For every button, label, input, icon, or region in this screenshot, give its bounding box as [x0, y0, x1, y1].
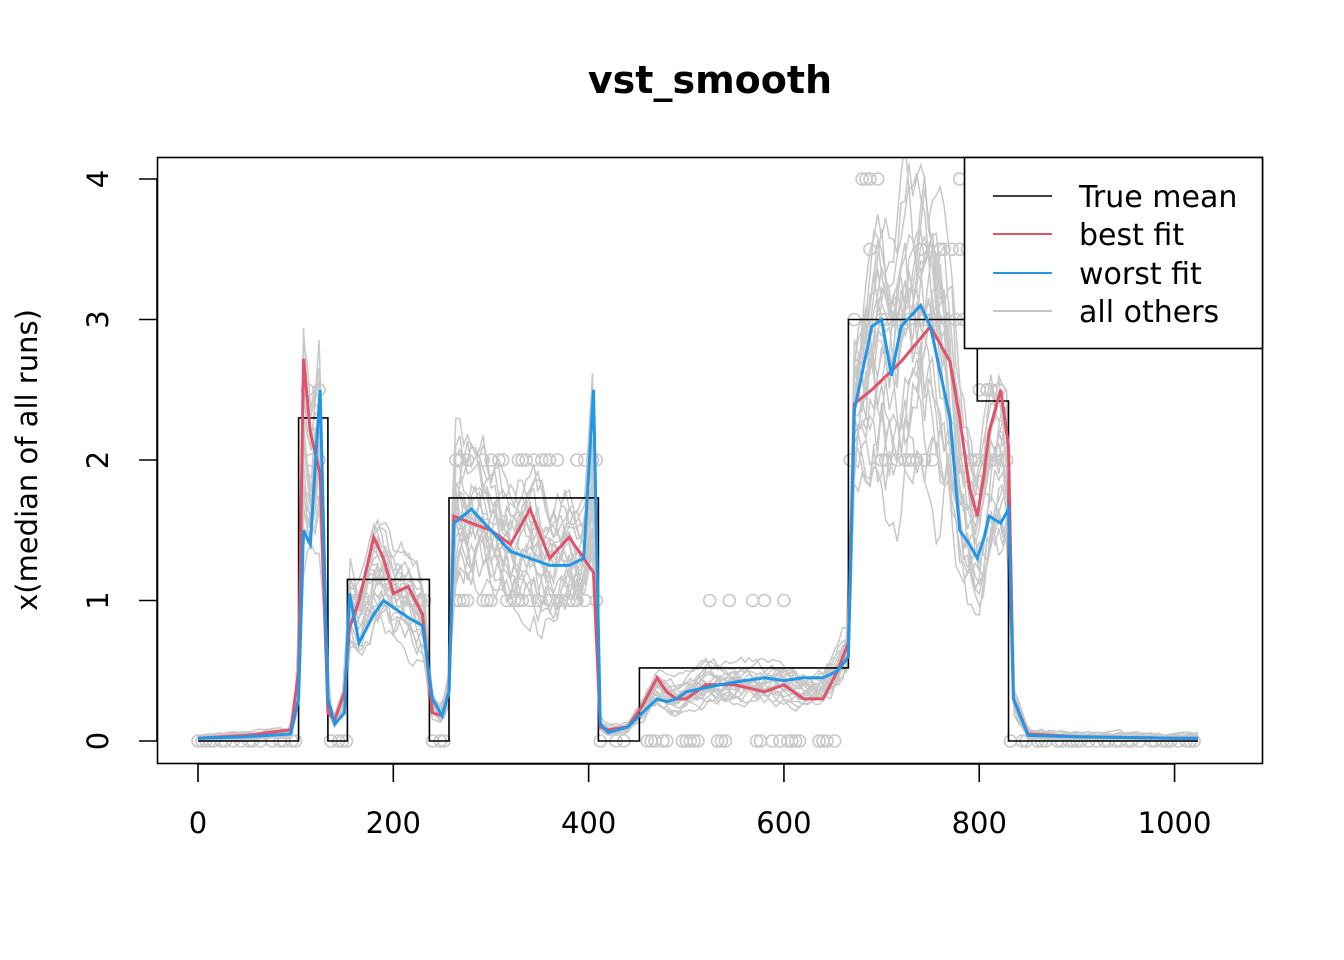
- observation-point: [519, 453, 533, 467]
- observation-point: [913, 242, 928, 257]
- y-axis: 0 1 2 3 4: [81, 170, 158, 750]
- observation-point: [863, 242, 877, 257]
- observation-point: [452, 593, 467, 608]
- observation-point: [784, 734, 799, 748]
- observation-point: [745, 593, 760, 608]
- observation-point: [659, 734, 674, 748]
- legend-box: [963, 156, 1264, 350]
- observation-point: [757, 593, 772, 608]
- observation-point: [452, 453, 467, 467]
- legend-label-best-fit: best fit: [1079, 218, 1184, 253]
- observation-point: [902, 453, 916, 467]
- observation-point: [460, 453, 475, 467]
- observation-point: [945, 242, 959, 257]
- observation-point: [714, 734, 729, 748]
- observation-point: [855, 172, 869, 186]
- observation-point: [570, 453, 584, 467]
- observation-point: [687, 734, 701, 748]
- observation-point: [917, 453, 932, 467]
- observation-point: [507, 593, 522, 608]
- observation-point: [484, 593, 498, 608]
- observation-point: [640, 734, 655, 748]
- observation-point: [655, 734, 670, 748]
- observation-point: [718, 734, 733, 748]
- observation-point: [710, 734, 725, 748]
- legend: True mean best fit worst fit all others: [963, 156, 1264, 350]
- x-tick-label: 0: [189, 806, 207, 840]
- y-axis-label: x(median of all runs): [10, 309, 44, 611]
- observation-point: [925, 453, 940, 467]
- observation-point: [523, 593, 537, 608]
- observation-point: [874, 453, 889, 467]
- observation-point: [765, 734, 780, 748]
- true-mean-line: [198, 318, 1198, 742]
- observation-point: [460, 593, 475, 608]
- observation-point: [495, 453, 510, 467]
- x-tick-label: 400: [561, 806, 616, 840]
- observation-point: [937, 242, 951, 257]
- observation-point: [550, 453, 565, 467]
- observation-point: [984, 382, 998, 397]
- observation-point: [843, 453, 858, 467]
- observation-point: [870, 172, 885, 186]
- observation-point: [788, 734, 803, 748]
- observation-point: [476, 593, 491, 608]
- y-tick-label: 3: [81, 310, 115, 328]
- x-tick-label: 1000: [1138, 806, 1212, 840]
- observation-point: [491, 453, 506, 467]
- observation-point: [417, 593, 432, 608]
- y-tick-label: 2: [81, 451, 115, 469]
- observation-point: [542, 453, 557, 467]
- x-tick-label: 200: [366, 806, 421, 840]
- observation-point: [722, 593, 737, 608]
- observation-point: [749, 734, 764, 748]
- y-tick-label: 4: [81, 170, 115, 188]
- observation-point: [999, 453, 1014, 467]
- legend-label-all-others: all others: [1079, 295, 1219, 330]
- y-tick-label: 1: [81, 591, 115, 609]
- observation-point: [812, 734, 826, 748]
- observation-point: [777, 593, 791, 608]
- observation-point: [827, 734, 842, 748]
- observation-point: [792, 734, 807, 748]
- other-run-line: [197, 188, 1199, 740]
- observation-point: [476, 453, 491, 467]
- legend-label-worst-fit: worst fit: [1079, 257, 1202, 292]
- observation-point: [511, 453, 526, 467]
- chart-title: vst_smooth: [588, 58, 832, 102]
- observation-point: [683, 734, 698, 748]
- observation-point: [480, 593, 494, 608]
- worst-fit-line: [197, 302, 1198, 740]
- observation-point: [863, 172, 877, 186]
- x-tick-label: 600: [756, 806, 811, 840]
- y-tick-label: 0: [81, 732, 115, 750]
- observation-point: [570, 593, 584, 608]
- x-axis: 0 200 400 600 800 1000: [189, 763, 1212, 840]
- observation-point: [702, 593, 717, 608]
- observation-point: [534, 453, 549, 467]
- x-tick-label: 800: [952, 806, 1007, 840]
- legend-label-true-mean: True mean: [1078, 180, 1237, 215]
- observation-point: [909, 453, 924, 467]
- observation-point: [562, 593, 576, 608]
- observation-point: [515, 593, 530, 608]
- observation-point: [691, 734, 705, 748]
- observation-point: [820, 734, 834, 748]
- observation-point: [585, 453, 600, 467]
- observation-point: [456, 593, 471, 608]
